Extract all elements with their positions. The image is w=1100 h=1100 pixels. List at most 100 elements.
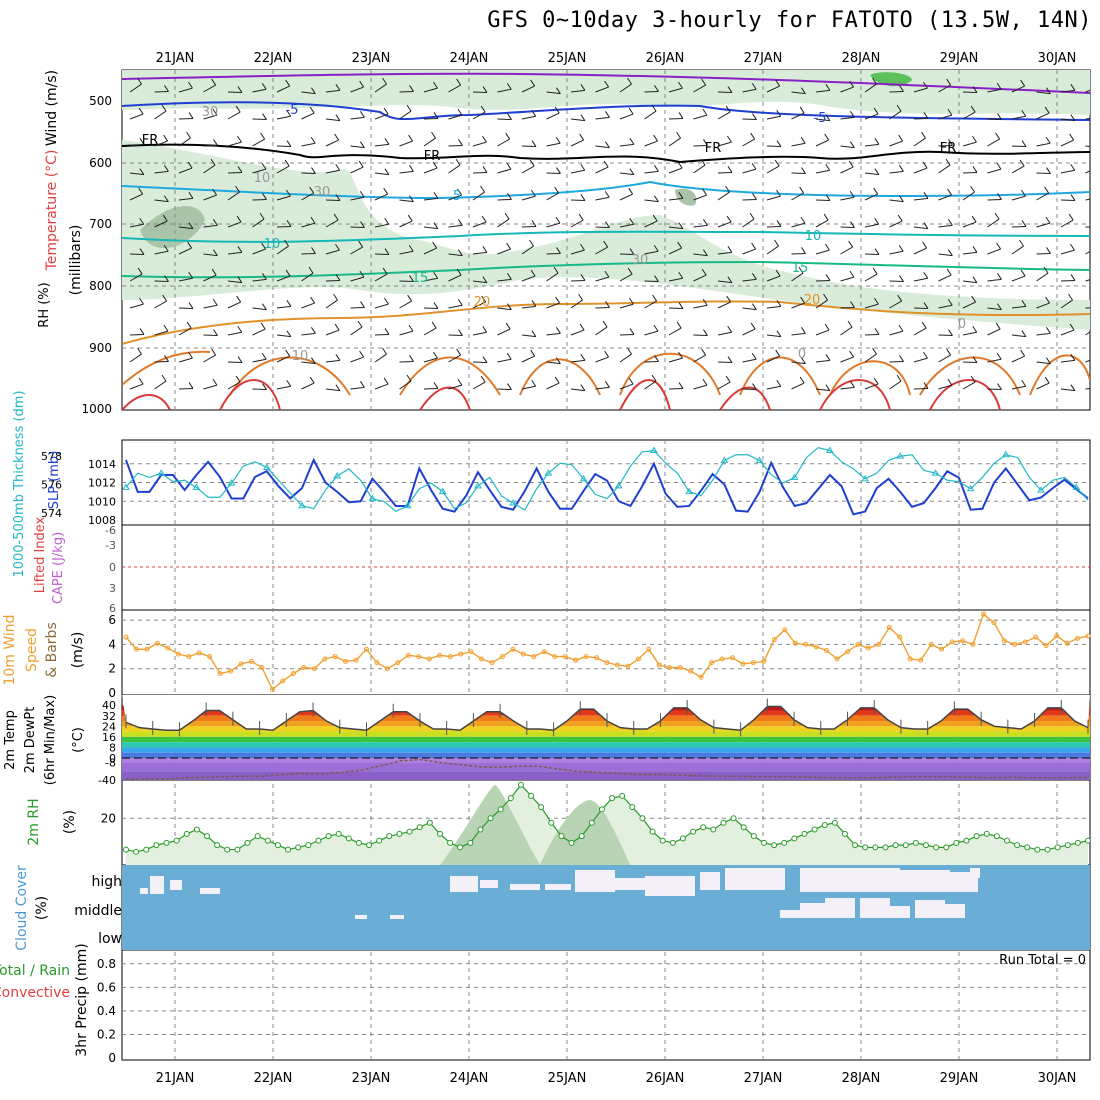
wind-barb-flag (237, 246, 243, 253)
wind10-barb (476, 628, 482, 652)
cloud-gap (825, 898, 855, 918)
rh2m-marker (912, 839, 919, 846)
wind-barb (203, 253, 218, 257)
wind-barb-flag (1069, 133, 1075, 141)
wind-barb-flag (482, 86, 488, 93)
wind10-marker (395, 660, 401, 666)
wind10-marker (918, 657, 924, 663)
wind-barb (521, 334, 536, 338)
wind-barb (374, 83, 387, 93)
wind-barb (766, 275, 781, 282)
wind-barb-flag (457, 249, 463, 256)
wind-barb-flag (237, 166, 243, 173)
rh2m-marker (669, 839, 676, 846)
wind-barb-flag (137, 77, 142, 85)
wind-barb (693, 164, 706, 174)
wind-barb-flag (139, 297, 144, 305)
thickness-marker (333, 472, 342, 479)
wind10-barb (392, 628, 398, 652)
wind-barb-flag (260, 322, 266, 330)
wind10-marker (1075, 635, 1081, 641)
rh2m-marker (274, 842, 281, 849)
wind-barb-flag (139, 138, 145, 145)
rh2m-marker (183, 830, 190, 837)
wind-barb-flag (308, 266, 314, 274)
wind-barb-flag (212, 188, 218, 196)
wind-barb (595, 276, 610, 282)
wind-barb (178, 277, 193, 282)
wind-barb (448, 114, 463, 120)
wind-barb-flag (480, 185, 485, 193)
wind-barb (350, 276, 365, 282)
wind-barb (472, 381, 486, 390)
wind-barb (227, 251, 242, 255)
wind-barb-flag (1095, 81, 1099, 87)
slp-tick-label: 1012 (88, 477, 116, 490)
thickness-marker (122, 483, 130, 490)
wind10-marker (980, 611, 986, 617)
wind-barb (791, 192, 804, 201)
wind-barb (1036, 332, 1051, 336)
wind-barb (301, 112, 315, 120)
wind10-lines (123, 611, 1091, 692)
wind-barb (619, 223, 634, 228)
wind-barb-flag (406, 104, 412, 112)
cloud-gap (450, 876, 478, 892)
cloud-gap (140, 888, 148, 894)
wind-barb (766, 85, 780, 93)
wind-barb-flag (506, 352, 512, 360)
wind-barb (521, 305, 536, 309)
wind-barb-flag (923, 382, 929, 389)
wind-barb-flag (897, 294, 903, 302)
wind-barb-flag (970, 105, 976, 113)
rh2m-marker (264, 837, 271, 844)
thickness-marker (403, 501, 412, 509)
wind-barb-flag (261, 82, 267, 90)
cloud-gap (615, 878, 645, 890)
wind-barb-flag (946, 268, 952, 276)
wind-barb (766, 385, 781, 390)
wind-barb-flag (531, 109, 537, 117)
wind10-barbs-label: & Barbs (44, 622, 60, 678)
wind-barb (938, 114, 953, 120)
contour-label: 20 (804, 293, 821, 308)
rh2m-marker (963, 837, 970, 844)
wind-barb (497, 278, 512, 282)
rh2m-marker (477, 826, 484, 833)
wind-barb-flag (775, 79, 781, 87)
rh2m-marker (821, 821, 828, 828)
wind-barb (203, 84, 216, 93)
wind-barb (815, 169, 830, 174)
contour-label: 30 (314, 185, 331, 200)
wind10-marker (301, 665, 307, 670)
cloud-gap (510, 884, 540, 890)
rh2m-marker (862, 844, 869, 851)
wind-barb-flag (187, 161, 193, 169)
wind-barb-flag (360, 221, 365, 228)
precip-tick-label: 0.8 (97, 957, 116, 971)
wind10-marker (646, 646, 652, 652)
temp2m-tick-label: 8 (109, 741, 116, 754)
wind-barb (178, 137, 191, 147)
wind-barb-flag (556, 247, 561, 254)
wind10-marker (583, 654, 589, 660)
wind-barb-flag (677, 161, 683, 169)
rh2m-tick-label: 20 (101, 811, 116, 825)
wind-barb (350, 386, 365, 390)
wind-barb (497, 168, 512, 174)
wind10-marker (426, 656, 432, 662)
wind-barb (644, 300, 657, 309)
wind-barb-flag (654, 85, 659, 92)
wind10-marker (489, 660, 495, 666)
rh2m-marker (771, 842, 778, 849)
cloud-gap (970, 868, 980, 878)
wind-barb (815, 299, 828, 309)
wind-barb-flag (1094, 241, 1098, 247)
wind-barb-flag (897, 214, 903, 222)
wind-barb-flag (578, 293, 583, 301)
wind10-marker (614, 662, 620, 668)
wind-barb (1036, 222, 1051, 228)
wind-barb-flag (163, 324, 169, 332)
wind-barb (962, 251, 977, 255)
wind-barb (1011, 334, 1026, 338)
